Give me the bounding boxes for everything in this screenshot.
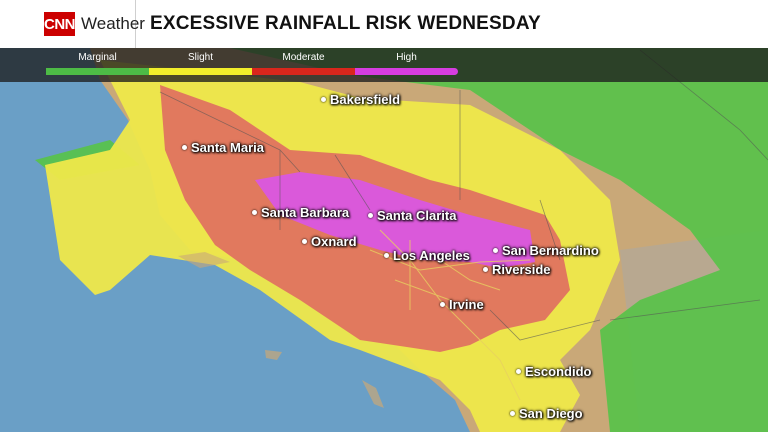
legend-label: High	[396, 52, 417, 63]
city-label: Santa Maria	[191, 140, 264, 155]
city-dot	[384, 253, 389, 258]
city-label: Irvine	[449, 297, 484, 312]
city-los-angeles: Los Angeles	[384, 248, 470, 263]
city-santa-clarita: Santa Clarita	[368, 208, 456, 223]
city-dot	[510, 411, 515, 416]
city-dot	[321, 97, 326, 102]
city-dot	[483, 267, 488, 272]
city-oxnard: Oxnard	[302, 234, 357, 249]
brand-label: Weather	[81, 14, 145, 33]
city-label: San Bernardino	[502, 243, 599, 258]
city-dot	[493, 248, 498, 253]
city-label: Riverside	[492, 262, 551, 277]
legend-item-high: High	[355, 48, 458, 82]
city-label: San Diego	[519, 406, 583, 421]
city-dot	[516, 369, 521, 374]
city-riverside: Riverside	[483, 262, 551, 277]
legend-item-slight: Slight	[149, 48, 252, 82]
city-santa-maria: Santa Maria	[182, 140, 264, 155]
island	[178, 252, 230, 268]
city-dot	[368, 213, 373, 218]
city-dot	[182, 145, 187, 150]
cnn-logo: CNN	[44, 12, 76, 36]
city-bakersfield: Bakersfield	[321, 92, 400, 107]
legend-item-marginal: Marginal	[46, 48, 149, 82]
header-bar: CNN Weather EXCESSIVE RAINFALL RISK WEDN…	[0, 0, 768, 48]
island	[265, 350, 282, 360]
city-dot	[440, 302, 445, 307]
high-risk-area	[255, 172, 535, 268]
legend-label: Slight	[187, 52, 213, 63]
city-san-diego: San Diego	[510, 406, 583, 421]
marginal-risk-area	[230, 48, 768, 432]
logo-block: CNN Weather	[0, 0, 145, 48]
city-irvine: Irvine	[440, 297, 484, 312]
city-label: Oxnard	[311, 234, 357, 249]
island	[362, 380, 384, 408]
city-san-bernardino: San Bernardino	[493, 243, 599, 258]
legend-swatch	[355, 68, 458, 75]
city-dot	[302, 239, 307, 244]
city-santa-barbara: Santa Barbara	[252, 205, 349, 220]
road-network	[369, 229, 531, 401]
map-title: EXCESSIVE RAINFALL RISK WEDNESDAY	[150, 13, 541, 34]
city-label: Escondido	[525, 364, 592, 379]
legend-label: Moderate	[282, 52, 325, 63]
legend-swatch	[252, 68, 355, 75]
legend-item-moderate: Moderate	[252, 48, 355, 82]
legend-bar: Marginal Slight Moderate High	[0, 48, 768, 82]
city-label: Los Angeles	[393, 248, 470, 263]
city-label: Santa Clarita	[377, 208, 457, 223]
city-label: Bakersfield	[330, 92, 401, 107]
city-dot	[252, 210, 257, 215]
legend-swatch	[46, 68, 149, 75]
city-label: Santa Barbara	[261, 205, 350, 220]
legend-label: Marginal	[78, 52, 117, 63]
city-escondido: Escondido	[516, 364, 591, 379]
legend-swatch	[149, 68, 252, 75]
